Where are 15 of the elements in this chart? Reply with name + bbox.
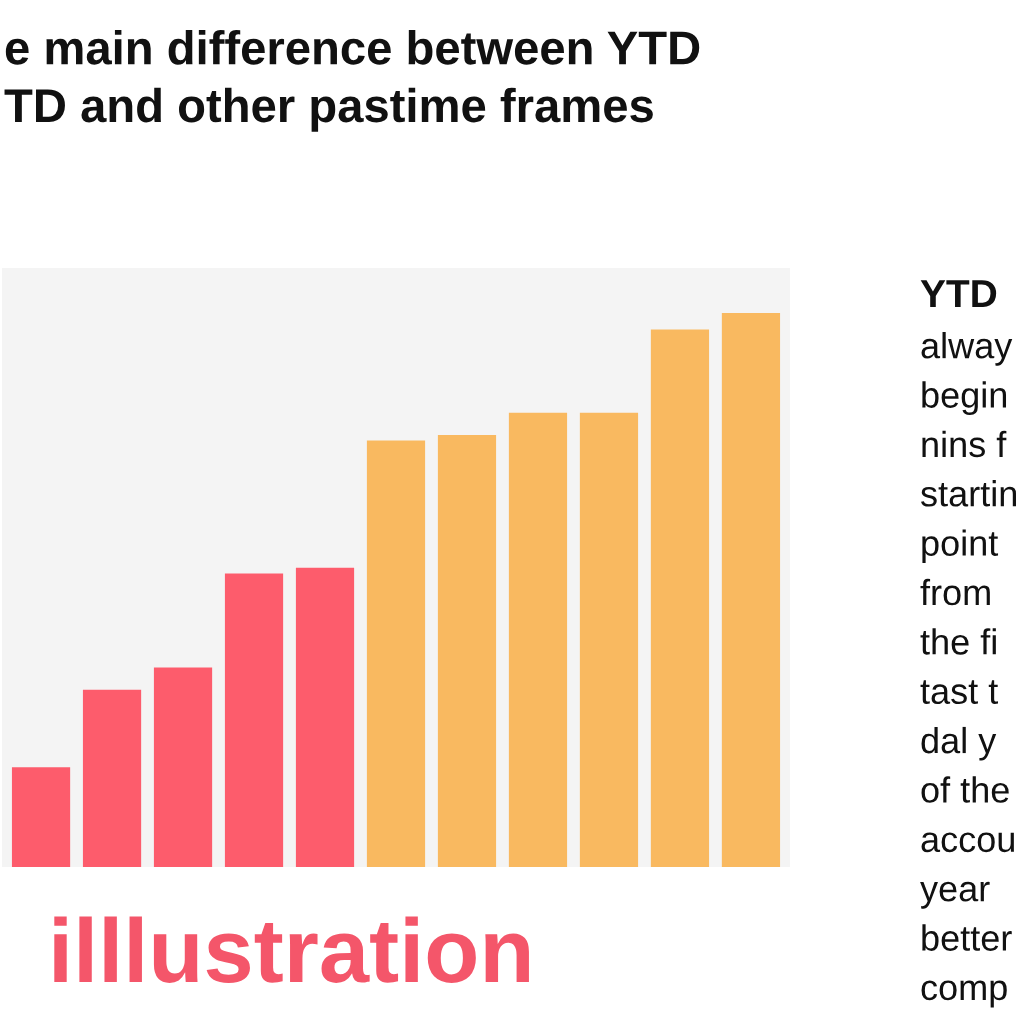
bar <box>508 412 568 867</box>
bar <box>721 313 781 867</box>
bar <box>153 667 213 867</box>
bar <box>224 573 284 867</box>
bar <box>579 412 639 867</box>
bar <box>295 567 355 867</box>
text: YTD <box>920 280 997 307</box>
bar <box>437 434 497 867</box>
bar <box>11 767 71 867</box>
bar <box>650 329 710 867</box>
text: illlustration <box>54 916 529 983</box>
bar <box>82 689 142 867</box>
chart-title: e main difference between YTD TD and other pastime frames <box>4 30 700 132</box>
text: alway begin nins f startin point from the fi tast t dal y of the accou year better comp <box>920 332 1016 1008</box>
bar <box>366 440 426 867</box>
